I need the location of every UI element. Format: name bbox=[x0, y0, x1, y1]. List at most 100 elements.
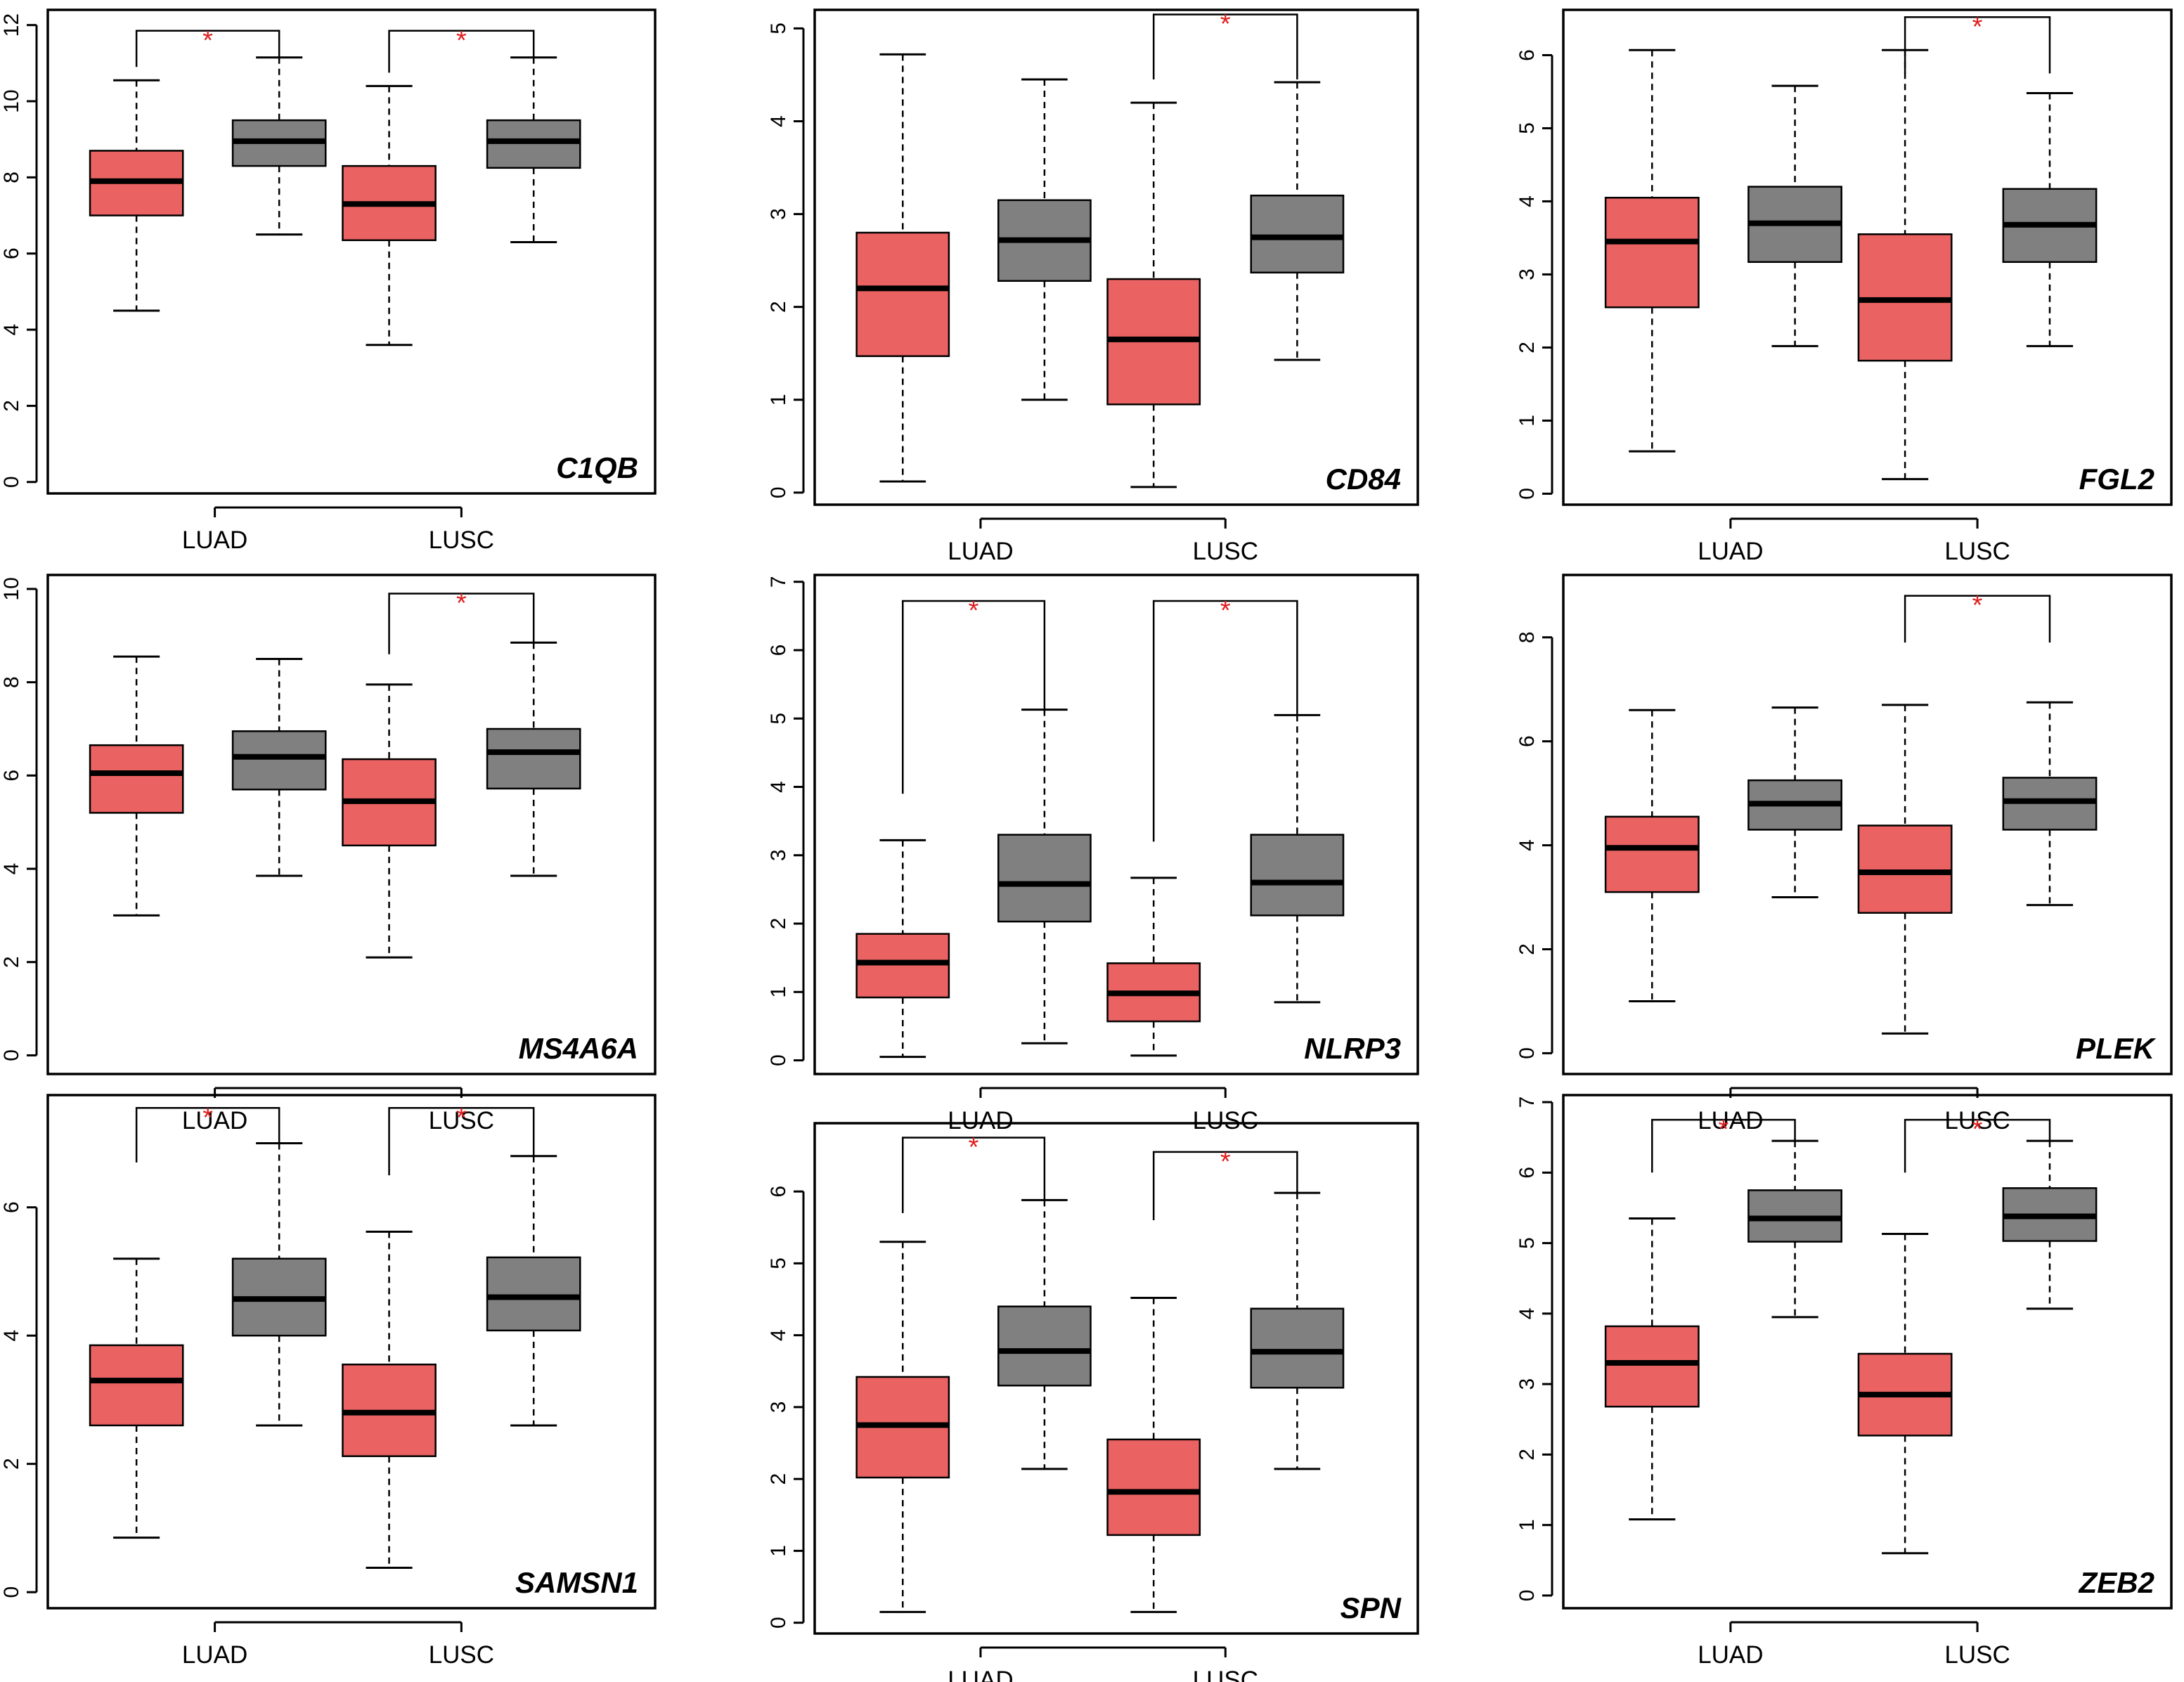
box-lusc-tumor bbox=[1106, 876, 1201, 1057]
x-tick-label-luad: LUAD bbox=[1698, 538, 1763, 565]
y-tick-label: 6 bbox=[0, 770, 23, 782]
box-lusc-normal bbox=[1250, 81, 1345, 361]
y-tick-label: 0 bbox=[767, 486, 790, 498]
significance-bracket: * bbox=[1904, 591, 2051, 643]
significance-star: * bbox=[456, 26, 467, 56]
panel-spn: 0 1 2 3 4 5 6 LUAD LUSC * * SPN bbox=[767, 1122, 1419, 1682]
y-tick-label: 2 bbox=[1516, 342, 1539, 354]
y-tick-label: 10 bbox=[0, 89, 23, 112]
iqr-box bbox=[1604, 1325, 1700, 1408]
significance-bracket: * bbox=[135, 26, 280, 67]
iqr-box bbox=[855, 231, 950, 357]
bracket-line bbox=[1904, 595, 2051, 643]
box-lusc-normal bbox=[486, 1155, 581, 1427]
y-tick-label: 4 bbox=[0, 1330, 23, 1342]
y-tick-label: 2 bbox=[0, 956, 23, 968]
iqr-box bbox=[486, 119, 581, 169]
y-tick-label: 8 bbox=[0, 676, 23, 688]
bracket-line bbox=[135, 1107, 280, 1163]
significance-bracket: * bbox=[388, 589, 535, 654]
box-lusc-normal bbox=[2002, 701, 2098, 907]
significance-bracket: * bbox=[388, 26, 535, 73]
significance-star: * bbox=[456, 1103, 467, 1132]
y-tick-label: 6 bbox=[767, 1186, 790, 1198]
gene-label: MS4A6A bbox=[519, 1032, 638, 1065]
x-tick-label-lusc: LUSC bbox=[429, 1641, 494, 1669]
gene-label: ZEB2 bbox=[2079, 1566, 2154, 1599]
box-luad-tumor bbox=[89, 1257, 184, 1539]
significance-star: * bbox=[1220, 596, 1231, 626]
box-lusc-tumor bbox=[1857, 48, 1953, 481]
y-tick-label: 7 bbox=[767, 576, 790, 588]
gene-label: SAMSN1 bbox=[515, 1566, 638, 1599]
x-tick-label-lusc: LUSC bbox=[429, 526, 494, 554]
y-tick-label: 6 bbox=[0, 247, 23, 259]
y-tick-label: 1 bbox=[1516, 1519, 1539, 1531]
iqr-box bbox=[1250, 1307, 1345, 1389]
bracket-line bbox=[388, 593, 535, 654]
significance-bracket: * bbox=[1152, 596, 1298, 842]
y-tick-label: 1 bbox=[767, 986, 790, 998]
box-lusc-tumor bbox=[1106, 101, 1201, 489]
y-tick-label: 5 bbox=[767, 713, 790, 725]
y-tick-label: 5 bbox=[767, 1257, 790, 1269]
box-luad-normal bbox=[997, 1198, 1092, 1470]
y-tick-label: 0 bbox=[0, 1586, 23, 1598]
plot-frame bbox=[1562, 8, 2173, 506]
y-tick-label: 2 bbox=[767, 918, 790, 930]
gene-label: SPN bbox=[1340, 1591, 1402, 1624]
y-tick-label: 2 bbox=[767, 301, 790, 313]
y-tick-label: 2 bbox=[1516, 943, 1539, 955]
x-tick-label-luad: LUAD bbox=[182, 1641, 247, 1669]
box-luad-tumor bbox=[855, 53, 950, 483]
y-tick-label: 5 bbox=[1516, 1237, 1539, 1249]
significance-bracket: * bbox=[902, 596, 1046, 794]
box-lusc-normal bbox=[2002, 1139, 2098, 1310]
y-tick-label: 8 bbox=[1516, 631, 1539, 643]
plot-frame bbox=[813, 1122, 1419, 1635]
x-tick-label-luad: LUAD bbox=[182, 526, 247, 554]
x-tick-label-luad: LUAD bbox=[948, 538, 1013, 565]
box-luad-normal bbox=[997, 709, 1092, 1044]
bracket-line bbox=[388, 30, 535, 73]
bracket-line bbox=[1152, 1151, 1298, 1221]
box-luad-tumor bbox=[1604, 48, 1700, 453]
bracket-line bbox=[1904, 1118, 2051, 1173]
y-tick-label: 4 bbox=[767, 1329, 790, 1341]
box-luad-normal bbox=[997, 78, 1092, 401]
iqr-box bbox=[89, 1344, 184, 1427]
x-tick-label-lusc: LUSC bbox=[1944, 538, 2010, 565]
y-tick-label: 6 bbox=[1516, 735, 1539, 747]
iqr-box bbox=[486, 727, 581, 790]
significance-star: * bbox=[1719, 1115, 1729, 1144]
bracket-line bbox=[1152, 600, 1298, 842]
box-lusc-normal bbox=[1250, 713, 1345, 1004]
panel-c1qb: 0 2 4 6 8 10 12 LUAD LUSC * * C1QB bbox=[0, 8, 657, 554]
x-tick-label-luad: LUAD bbox=[948, 1667, 1013, 1682]
box-lusc-tumor bbox=[1106, 1296, 1201, 1613]
x-tick-label-luad: LUAD bbox=[1698, 1107, 1763, 1134]
y-tick-label: 5 bbox=[1516, 122, 1539, 134]
y-tick-label: 12 bbox=[0, 13, 23, 37]
box-lusc-tumor bbox=[1857, 1233, 1953, 1555]
y-tick-label: 4 bbox=[1516, 195, 1539, 207]
box-luad-normal bbox=[231, 657, 327, 877]
box-luad-tumor bbox=[1604, 1217, 1700, 1521]
box-lusc-normal bbox=[1250, 1191, 1345, 1470]
plot-frame bbox=[46, 574, 657, 1075]
significance-star: * bbox=[456, 589, 467, 619]
plot-frame bbox=[813, 8, 1419, 506]
iqr-box bbox=[486, 1256, 581, 1332]
y-tick-label: 0 bbox=[1516, 1047, 1539, 1059]
y-tick-label: 4 bbox=[0, 863, 23, 875]
gene-label: PLEK bbox=[2076, 1032, 2157, 1065]
iqr-box bbox=[89, 744, 184, 814]
significance-bracket: * bbox=[1152, 10, 1298, 80]
y-tick-label: 0 bbox=[0, 476, 23, 488]
iqr-box bbox=[1250, 834, 1345, 917]
iqr-box bbox=[997, 1305, 1092, 1387]
plot-frame bbox=[46, 1094, 657, 1610]
significance-star: * bbox=[1972, 1115, 1983, 1144]
